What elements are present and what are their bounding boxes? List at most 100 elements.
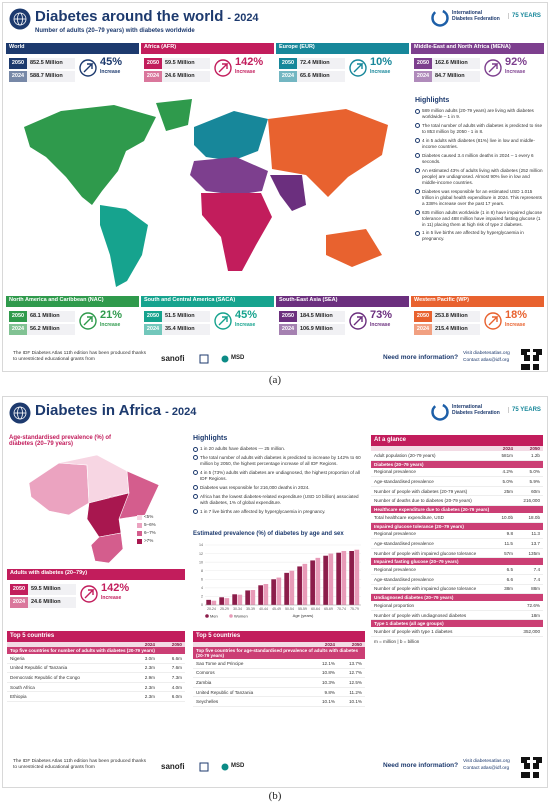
qr-cell — [536, 364, 539, 367]
bar — [328, 553, 334, 605]
table-value: 4.0m — [171, 684, 182, 690]
table-row: Regional prevalence 6.5 7.4 — [371, 565, 543, 575]
table-label: Democratic Republic of the Congo — [10, 674, 80, 680]
bar — [250, 590, 256, 605]
qr-cell — [536, 775, 539, 778]
region-box: North America and Caribbean (NAC) 2050 68.… — [6, 296, 139, 342]
qr-cell — [527, 757, 530, 760]
region-value: 84.7 Million — [432, 71, 480, 82]
bar — [310, 560, 315, 605]
table-section: Undiagnosed diabetes (20–79 years) — [371, 594, 543, 602]
title: Diabetes in Africa — [35, 402, 162, 419]
qr-cell — [521, 364, 524, 367]
qr-cell — [524, 766, 527, 769]
table-value: 11.3 — [531, 531, 540, 537]
table-row: Number of people with impaired glucose t… — [371, 549, 543, 559]
highlight-item: An estimated 43% of adults living with d… — [415, 168, 543, 186]
x-tick-label: 75-79 — [350, 607, 359, 611]
map-nac — [24, 105, 156, 205]
panel-africa: Diabetes in Africa - 2024 International Di… — [2, 396, 548, 788]
change-icon — [349, 59, 367, 77]
region-header: Africa (AFR) — [141, 43, 274, 54]
region-row: 2050 184.5 Million — [279, 311, 345, 322]
highlight-item: 1 in 5 live births are affected by hyper… — [415, 230, 543, 242]
bar — [284, 572, 289, 605]
table-value: 18.0b — [528, 514, 541, 520]
table-value: 5.0% — [502, 478, 513, 484]
table-row: Comoros 10.8% 12.7% — [193, 669, 365, 679]
idf-logo — [431, 403, 449, 421]
y-tick-label: 0 — [201, 603, 203, 607]
sponsor-icon — [199, 762, 209, 772]
region-box: Western Pacific (WP) 2050 253.8 Million 202… — [411, 296, 544, 342]
region-year: 2050 — [10, 584, 28, 595]
map-title: Age-standardised prevalence (%) of diabe… — [9, 435, 112, 447]
table-row: Nigeria 3.0m 6.6m — [7, 654, 185, 664]
bar — [219, 597, 224, 605]
table-value: 352,000 — [523, 629, 540, 635]
change-label: Increase — [100, 322, 121, 328]
map-saca — [100, 205, 148, 287]
region-row: 2024 84.7 Million — [414, 71, 480, 82]
region-value: 215.4 Million — [432, 324, 480, 335]
qr-cell — [524, 772, 527, 775]
highlights-list: 1 in 20 adults have diabetes — 25 millio… — [193, 446, 365, 518]
table-label: Adult population (20-79 years) — [374, 452, 436, 458]
table-row: United Republic of Tanzania 2.3m 7.6m — [7, 664, 185, 674]
region-value: 852.5 Million — [27, 58, 75, 69]
qr-cell — [524, 757, 527, 760]
change-icon — [214, 59, 232, 77]
table-label: Regional prevalence — [374, 567, 416, 573]
qr-cell — [536, 355, 539, 358]
table-value: 2.3m — [144, 684, 155, 690]
table-label: Sao Tome and Principe — [196, 660, 244, 666]
table-value: 13.7 — [531, 540, 540, 546]
qr-cell — [524, 352, 527, 355]
table-value: 38m — [504, 586, 513, 592]
qr-cell — [536, 367, 539, 370]
table-value: 6.6 — [506, 576, 513, 582]
table-value: 5.0% — [529, 469, 540, 475]
globe-icon — [9, 8, 31, 30]
anniversary: 75 YEARS — [508, 407, 546, 413]
map-south — [90, 532, 124, 564]
visit: Visit diabetesatlas.org — [463, 759, 510, 764]
region-row: 2050 59.5 Million — [10, 584, 76, 595]
subtitle: Number of adults (20–79 years) with diab… — [35, 28, 195, 34]
logo-ring — [431, 403, 449, 421]
bar — [263, 584, 269, 605]
table-value: 6.5 — [506, 567, 513, 573]
region-year: 2024 — [144, 71, 162, 82]
table-value: 7.4 — [533, 567, 540, 573]
column-header: 2024 — [324, 642, 335, 647]
table-value: 10.1% — [348, 699, 362, 705]
region-year: 2024 — [9, 71, 27, 82]
region-value: 253.8 Million — [432, 311, 480, 322]
qr-cell — [533, 349, 536, 352]
region-year: 2024 — [414, 71, 432, 82]
bar — [289, 570, 295, 605]
qr-cell — [536, 358, 539, 361]
region-year: 2024 — [414, 324, 432, 335]
legend-swatch — [229, 614, 233, 618]
region-row: 2024 24.6 Million — [144, 71, 210, 82]
region-row: 2024 588.7 Million — [9, 71, 75, 82]
region-box: World 2050 852.5 Million 2024 588.7 Million 4… — [6, 43, 139, 91]
table-columns: 2024 2050 — [193, 642, 365, 647]
qr-cell — [521, 367, 524, 370]
table-columns: 2024 2050 — [7, 642, 185, 647]
bar — [302, 563, 308, 605]
map-afr — [201, 193, 272, 271]
bar — [341, 551, 347, 605]
table-value: 7.4 — [533, 576, 540, 582]
region-header: Middle-East and North Africa (MENA) — [411, 43, 544, 54]
qr-cell — [533, 772, 536, 775]
table-value: 12.5% — [348, 679, 362, 685]
table-label: Total healthcare expenditure, USD — [374, 514, 444, 520]
table-value: 13.7% — [348, 660, 362, 666]
change-arrow — [353, 316, 364, 326]
qr-cell — [536, 757, 539, 760]
y-tick-label: 4 — [201, 586, 203, 590]
change-value: 21% — [100, 309, 123, 321]
map-australia — [326, 229, 382, 267]
